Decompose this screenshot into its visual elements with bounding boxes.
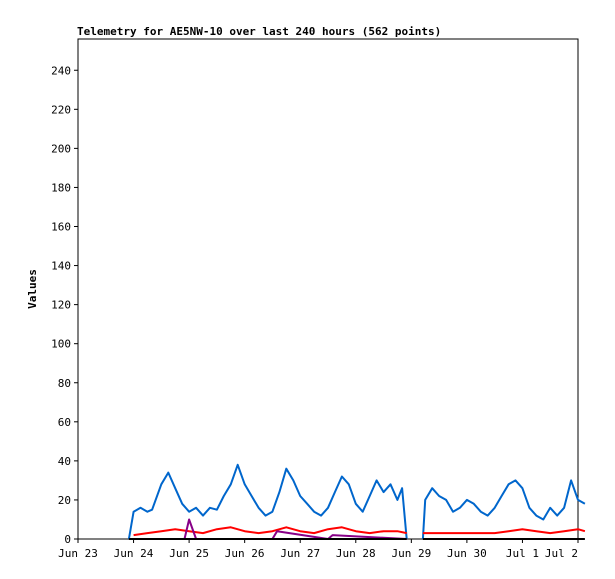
y-tick-label: 200 (51, 142, 71, 155)
x-tick-label: Jun 24 (114, 547, 154, 560)
y-tick-label: 40 (58, 455, 71, 468)
y-tick-label: 220 (51, 103, 71, 116)
x-tick-label: Jun 29 (391, 547, 431, 560)
x-tick-label: Jun 23 (58, 547, 98, 560)
y-tick-label: 0 (64, 533, 71, 546)
x-tick-label: Jun 28 (336, 547, 376, 560)
y-tick-label: 180 (51, 181, 71, 194)
series-0-segment-0 (127, 463, 408, 540)
plot-frame (77, 38, 579, 540)
chart-title: Telemetry for AE5NW-10 over last 240 hou… (77, 25, 441, 38)
y-tick-label: 160 (51, 221, 71, 234)
x-tick-label: Jun 26 (225, 547, 265, 560)
y-tick-label: 140 (51, 260, 71, 273)
y-tick-label: 120 (51, 299, 71, 312)
x-ticks: Jun 23 Jun 24 Jun 25 Jun 26 Jun 27 Jun 28 Jun … (58, 539, 579, 560)
series-1-segment-1 (422, 528, 586, 535)
x-tick-label: Jun 25 (169, 547, 209, 560)
series-1-segment-0 (133, 526, 407, 537)
y-tick-label: 60 (58, 416, 71, 429)
y-axis-label: Values (26, 269, 39, 309)
y-ticks: 0 20 40 60 80 100 120 140 160 180 200 220 240 (51, 64, 78, 546)
y-tick-label: 80 (58, 377, 71, 390)
x-tick-label: Jun 30 (447, 547, 487, 560)
series-lines (127, 463, 586, 540)
y-tick-label: 20 (58, 494, 71, 507)
x-tick-label: Jul 2 (545, 547, 578, 560)
x-tick-label: Jul 1 (506, 547, 539, 560)
series-0-segment-1 (421, 479, 586, 540)
y-tick-label: 100 (51, 338, 71, 351)
x-tick-label: Jun 27 (280, 547, 320, 560)
y-tick-label: 240 (51, 64, 71, 77)
